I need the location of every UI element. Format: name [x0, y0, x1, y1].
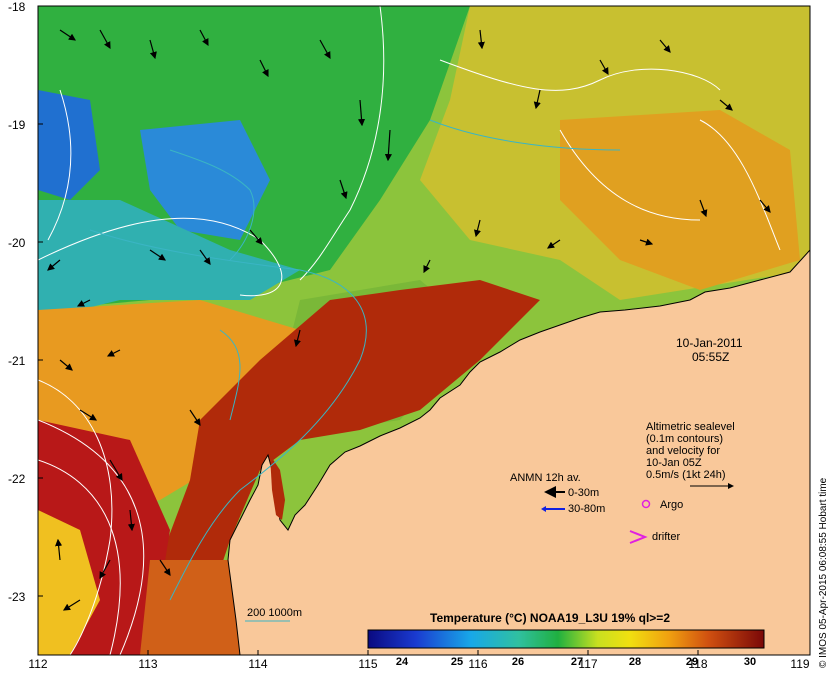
sealevel-contours [38, 6, 781, 655]
anmn-label-shallow: 0-30m [568, 487, 600, 499]
altimetric-line-5: 0.5m/s (1kt 24h) [646, 469, 726, 481]
sst-orange-ne [560, 110, 800, 290]
x-label-116: 116 [468, 657, 488, 671]
sst-red-band [140, 280, 540, 655]
colorbar-tick-28: 28 [628, 656, 642, 668]
y-label-22: -22 [8, 472, 26, 486]
map-date: 10-Jan-2011 [676, 336, 743, 350]
x-label-117: 117 [578, 657, 598, 671]
altimetric-line-2: (0.1m contours) [646, 433, 724, 445]
colorbar-tick-29: 29 [685, 656, 699, 668]
velocity-arrows [47, 29, 771, 611]
colorbar [367, 629, 765, 649]
map-frame [37, 5, 811, 656]
colorbar-tick-24: 24 [395, 656, 409, 668]
land-cape [270, 455, 285, 520]
sst-cyan-band [38, 200, 300, 320]
sst-yellow-sw-core [38, 510, 100, 655]
anmn-title: ANMN 12h av. [510, 472, 581, 484]
colorbar-tick-30: 30 [743, 656, 757, 668]
x-label-113: 113 [138, 657, 158, 671]
drifter-label: drifter [652, 531, 681, 543]
axis-ticks [38, 5, 699, 655]
x-label-119: 119 [790, 657, 810, 671]
colorbar-tick-26: 26 [511, 656, 525, 668]
sst-blue-west [38, 90, 100, 200]
colorbar-title: Temperature (°C) NOAA19_L3U 19% ql>=2 [430, 611, 670, 625]
y-label-18: -18 [8, 0, 26, 14]
altimetric-line-3: and velocity for [646, 445, 720, 457]
anmn-label-deep: 30-80m [568, 503, 606, 515]
drifter-marker-icon [629, 530, 648, 544]
colorbar-tick-25: 25 [450, 656, 464, 668]
map-time: 05:55Z [692, 350, 730, 364]
colorbar-tick-27: 27 [570, 656, 584, 668]
altimetric-line-4: 10-Jan 05Z [646, 457, 702, 469]
land-mainland [227, 249, 810, 655]
y-label-19: -19 [8, 118, 26, 132]
sst-blue-patch [140, 120, 270, 240]
x-label-112: 112 [28, 657, 48, 671]
x-label-114: 114 [248, 657, 268, 671]
x-label-118: 118 [688, 657, 708, 671]
isobath-label: 200 1000m [247, 607, 303, 619]
x-label-115: 115 [358, 657, 378, 671]
anmn-arrow-deep-head [541, 506, 546, 512]
y-label-21: -21 [8, 354, 26, 368]
sst-orange-south [140, 560, 260, 655]
y-label-23: -23 [8, 590, 26, 604]
y-label-20: -20 [8, 236, 26, 250]
argo-label: Argo [660, 499, 684, 511]
isobath-lines [89, 119, 621, 601]
credit-text: © IMOS 05-Apr-2015 06:08:55 Hobart time [818, 477, 829, 668]
argo-marker-icon [641, 499, 651, 509]
altimetric-line-1: Altimetric sealevel [646, 421, 735, 433]
